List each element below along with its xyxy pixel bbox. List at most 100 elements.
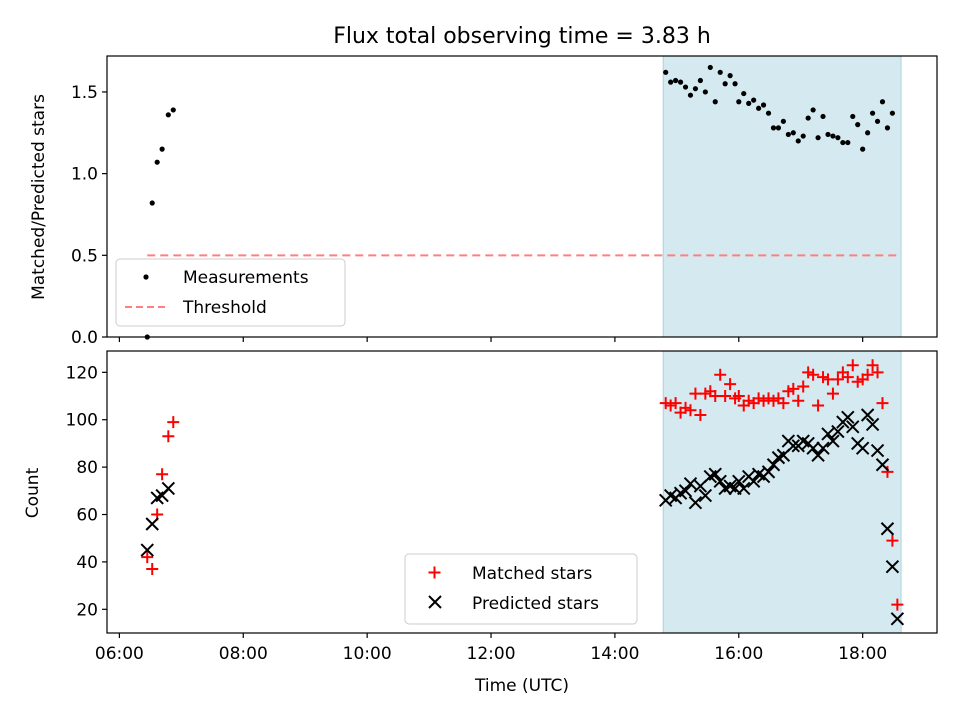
predicted-star-point: [831, 424, 845, 439]
measurement-point: [170, 107, 176, 113]
matched-star-point: [866, 359, 879, 372]
matched-star-point: [162, 430, 175, 443]
measurement-point: [795, 138, 801, 144]
matched-star-point: [871, 366, 884, 379]
measurement-point: [785, 131, 791, 138]
matched-star-point: [669, 397, 682, 410]
predicted-star-point: [683, 476, 698, 491]
legend-measurements-marker: [143, 274, 149, 280]
y-tick-label: 60: [76, 506, 98, 526]
predicted-star-point: [786, 439, 801, 453]
matched-star-point: [797, 380, 810, 393]
chart-title: Flux total observing time = 3.83 h: [333, 24, 711, 49]
measurement-point: [736, 99, 742, 105]
predicted-star-point: [806, 441, 820, 455]
x-tick-label: 10:00: [343, 644, 392, 664]
shaded-observing-window: [662, 55, 902, 338]
measurement-point: [879, 99, 886, 105]
legend-measurements-label: Measurements: [183, 268, 309, 288]
bottom-axes-frame: [106, 350, 938, 634]
measurement-point: [149, 200, 155, 206]
matched-star-point: [724, 378, 737, 391]
measurement-point: [732, 81, 738, 87]
measurement-point: [707, 64, 713, 71]
predicted-star-point: [737, 481, 751, 496]
bottom-y-ticks: 20 40 60 80 100 120: [66, 363, 107, 620]
predicted-star-point: [855, 441, 870, 455]
x-tick-label: 06:00: [95, 644, 144, 664]
y-tick-label: 1.0: [71, 165, 98, 185]
measurement-point: [159, 146, 165, 152]
matched-star-point: [861, 368, 874, 381]
x-tick-label: 12:00: [467, 644, 516, 664]
y-tick-label: 0.5: [71, 246, 98, 266]
legend-predicted-label: Predicted stars: [472, 594, 599, 614]
measurement-point: [869, 110, 876, 116]
matched-star-point: [886, 534, 899, 547]
measurement-point: [746, 100, 752, 106]
y-tick-label: 120: [66, 363, 98, 383]
measurement-point: [717, 69, 723, 75]
matched-star-point: [881, 465, 894, 478]
measurement-point: [845, 139, 851, 146]
measurement-point: [765, 110, 772, 116]
matched-star-point: [684, 404, 697, 417]
predicted-star-point: [885, 559, 900, 574]
predicted-star-point: [145, 517, 159, 531]
predicted-star-point: [826, 434, 840, 448]
predicted-star-point: [821, 427, 835, 441]
predicted-star-point: [890, 612, 905, 626]
matched-star-point: [876, 397, 889, 410]
top-panel: 0.0 0.5 1.0 1.5 Matched/Predicted stars Mea…: [29, 55, 938, 348]
y-tick-label: 20: [76, 600, 98, 620]
measurement-point: [850, 113, 856, 120]
top-axes-frame: [106, 55, 938, 338]
bottom-y-axis-label: Count: [23, 467, 43, 518]
measurement-point: [840, 139, 846, 146]
predicted-star-point: [865, 417, 880, 432]
measurement-point: [756, 105, 762, 111]
measurement-point: [702, 89, 708, 95]
predicted-star-point: [841, 410, 855, 425]
matched-star-point: [167, 416, 180, 429]
measurement-point: [874, 118, 881, 124]
bottom-x-ticks: 06:00 08:00 10:00 12:00 14:00 16:00 18:00: [95, 633, 887, 664]
predicted-star-point: [860, 408, 875, 422]
x-tick-label: 14:00: [590, 644, 639, 664]
predicted-star-point: [816, 441, 830, 455]
measurement-point: [820, 113, 826, 120]
matched-star-point: [841, 371, 854, 384]
measurement-point: [722, 81, 728, 87]
predicted-star-point: [880, 522, 895, 536]
measurement-point: [663, 69, 669, 75]
matched-star-point: [891, 598, 904, 611]
measurement-point: [692, 86, 699, 92]
measurement-point: [775, 125, 782, 131]
top-shaded-span: [662, 55, 902, 338]
measurement-point: [741, 90, 747, 97]
bottom-legend: Matched stars Predicted stars: [404, 553, 638, 625]
measurement-point: [770, 125, 777, 131]
measurement-point: [697, 77, 703, 84]
matched-star-point: [792, 394, 805, 407]
matched-star-point: [777, 397, 790, 410]
legend-matched-marker: [428, 566, 441, 579]
matched-star-point: [846, 359, 859, 372]
y-tick-label: 80: [76, 458, 98, 478]
measurement-point: [165, 112, 171, 118]
matched-star-point: [141, 551, 154, 564]
matched-star-point: [146, 563, 159, 576]
matched-star-point: [156, 468, 169, 481]
predicted-star-point: [746, 474, 761, 489]
matched-star-point: [812, 399, 825, 412]
measurement-point: [830, 133, 836, 139]
measurement-point: [673, 77, 679, 84]
matched-star-point: [831, 373, 844, 386]
bottom-panel: 20 40 60 80 100 120 06:00 08:00 10:00 12:00 14:00…: [23, 350, 938, 696]
x-tick-label: 08:00: [219, 644, 268, 664]
predicted-star-point: [761, 465, 776, 479]
matched-star-point: [826, 387, 839, 400]
predicted-star-point: [732, 474, 746, 489]
measurement-point: [751, 97, 757, 103]
